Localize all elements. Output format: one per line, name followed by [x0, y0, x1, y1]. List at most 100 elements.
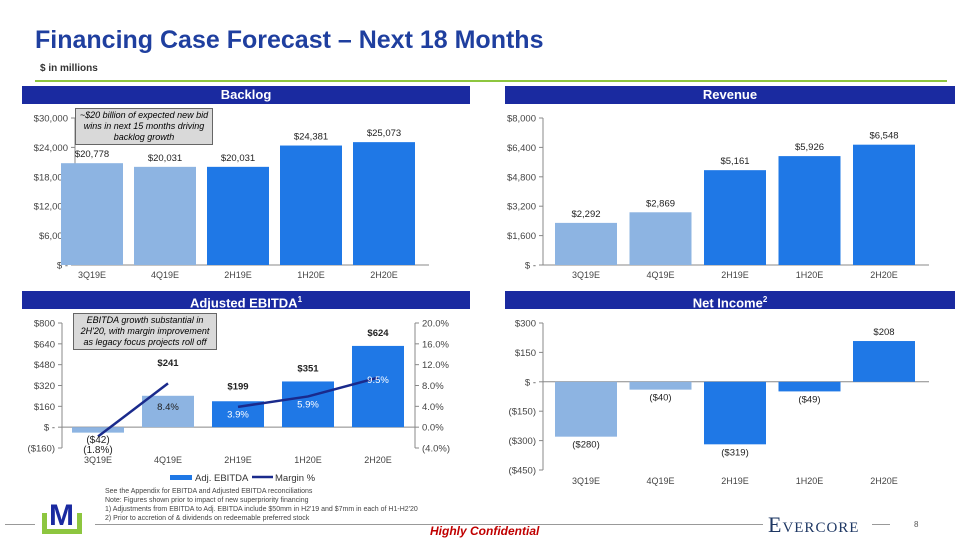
data-label: $20,031 — [148, 153, 182, 164]
net-income-header: Net Income2 — [505, 291, 955, 310]
margin-label: 5.9% — [297, 399, 319, 410]
data-label: $5,161 — [720, 156, 749, 167]
y-tick-label: $ - — [525, 377, 536, 388]
units-subtitle: $ in millions — [40, 63, 98, 74]
bar — [207, 166, 269, 265]
ebitda-callout: EBITDA growth substantial in 2H'20, with… — [73, 313, 217, 350]
footnote: See the Appendix for EBITDA and Adjusted… — [105, 488, 313, 495]
bar — [352, 345, 404, 428]
footnote: 1) Adjustments from EBITDA to Adj. EBITD… — [105, 506, 418, 513]
bar — [853, 144, 915, 265]
data-label: $2,869 — [646, 198, 675, 209]
footer-rule-left — [5, 524, 35, 525]
bar — [212, 401, 264, 428]
y-tick-label: $300 — [515, 319, 536, 330]
x-tick-label: 3Q19E — [572, 476, 600, 486]
bar — [853, 341, 915, 382]
x-tick-label: 1H20E — [297, 270, 325, 280]
data-label: $20,778 — [75, 149, 109, 160]
bar — [142, 395, 194, 428]
data-label: $20,031 — [221, 153, 255, 164]
y-tick-label: $320 — [34, 381, 55, 392]
x-tick-label: 2H19E — [224, 455, 252, 465]
data-label: $624 — [367, 328, 389, 339]
bar — [778, 156, 841, 265]
y-tick-label: ($450) — [509, 466, 536, 477]
bar — [704, 170, 766, 265]
ebitda-title: Adjusted EBITDA — [189, 295, 298, 311]
data-label: $351 — [297, 363, 319, 374]
bar — [282, 381, 334, 428]
margin-line — [237, 376, 379, 409]
data-label: $24,381 — [294, 132, 328, 143]
ebitda-footnote-marker: 1 — [297, 295, 303, 304]
y-tick-label: $30,000 — [34, 114, 68, 125]
data-label: $199 — [227, 381, 248, 392]
margin-label: 9.5% — [367, 375, 389, 386]
margin-label: (1.8%) — [83, 445, 112, 456]
bar — [61, 163, 123, 265]
data-label: ($42) — [86, 435, 109, 446]
footnotes: See the Appendix for EBITDA and Adjusted… — [105, 487, 418, 523]
x-tick-label: 3Q19E — [84, 455, 112, 465]
backlog-callout: ~$20 billion of expected new bid wins in… — [75, 108, 213, 145]
margin-label: 8.4% — [157, 402, 179, 413]
y-tick-label: $12,000 — [34, 202, 68, 213]
x-tick-label: 2H20E — [364, 455, 392, 465]
page-title: Financing Case Forecast – Next 18 Months — [35, 26, 544, 54]
y-tick-label: $ - — [57, 261, 68, 272]
revenue-title: Revenue — [702, 87, 758, 102]
x-tick-label: 4Q19E — [646, 476, 674, 486]
y2-tick-label: 8.0% — [422, 381, 444, 392]
margin-label: 3.9% — [227, 409, 249, 420]
ebitda-header: Adjusted EBITDA1 — [22, 291, 470, 311]
y2-tick-label: 12.0% — [422, 360, 449, 371]
bar — [555, 381, 617, 437]
x-tick-label: 1H20E — [796, 270, 824, 280]
data-label: ($49) — [798, 394, 820, 405]
y-tick-label: $18,000 — [34, 172, 68, 183]
y2-tick-label: 20.0% — [422, 319, 449, 330]
bar — [778, 381, 841, 392]
y-tick-label: ($300) — [509, 436, 536, 447]
data-label: $6,548 — [869, 131, 898, 142]
x-tick-label: 2H19E — [721, 270, 749, 280]
company-logo: M — [42, 499, 82, 534]
backlog-title: Backlog — [220, 87, 272, 102]
x-tick-label: 1H20E — [294, 455, 322, 465]
margin-line — [97, 382, 169, 438]
x-tick-label: 2H19E — [721, 476, 749, 486]
legend-label: Adj. EBITDA — [195, 473, 249, 484]
y2-tick-label: 4.0% — [422, 402, 444, 413]
y-tick-label: $150 — [515, 348, 536, 359]
title-rule — [35, 80, 947, 82]
y-tick-label: $1,600 — [507, 231, 536, 242]
legend-bar-swatch — [170, 475, 192, 480]
x-tick-label: 2H20E — [370, 270, 398, 280]
y-tick-label: $4,800 — [507, 172, 536, 183]
x-tick-label: 4Q19E — [154, 455, 182, 465]
y-tick-label: $640 — [34, 339, 55, 350]
data-label: $2,292 — [571, 209, 600, 220]
confidential-label: Highly Confidential — [430, 524, 540, 538]
net-income-footnote-marker: 2 — [762, 295, 768, 304]
y-tick-label: ($160) — [28, 444, 55, 455]
x-tick-label: 4Q19E — [646, 270, 674, 280]
data-label: $25,073 — [367, 128, 401, 139]
bar — [704, 381, 766, 445]
page-number: 8 — [914, 520, 919, 529]
footer-rule-right — [872, 524, 890, 525]
bar — [629, 212, 692, 265]
y-tick-label: $ - — [525, 261, 536, 272]
data-label: $241 — [157, 358, 179, 369]
backlog-header: Backlog — [22, 86, 470, 104]
data-label: $5,926 — [795, 142, 824, 153]
bar — [134, 166, 196, 265]
y2-tick-label: 16.0% — [422, 339, 449, 350]
data-label: $208 — [873, 327, 894, 338]
bar — [280, 145, 342, 265]
y-tick-label: $ - — [44, 423, 55, 434]
y-tick-label: $480 — [34, 360, 55, 371]
